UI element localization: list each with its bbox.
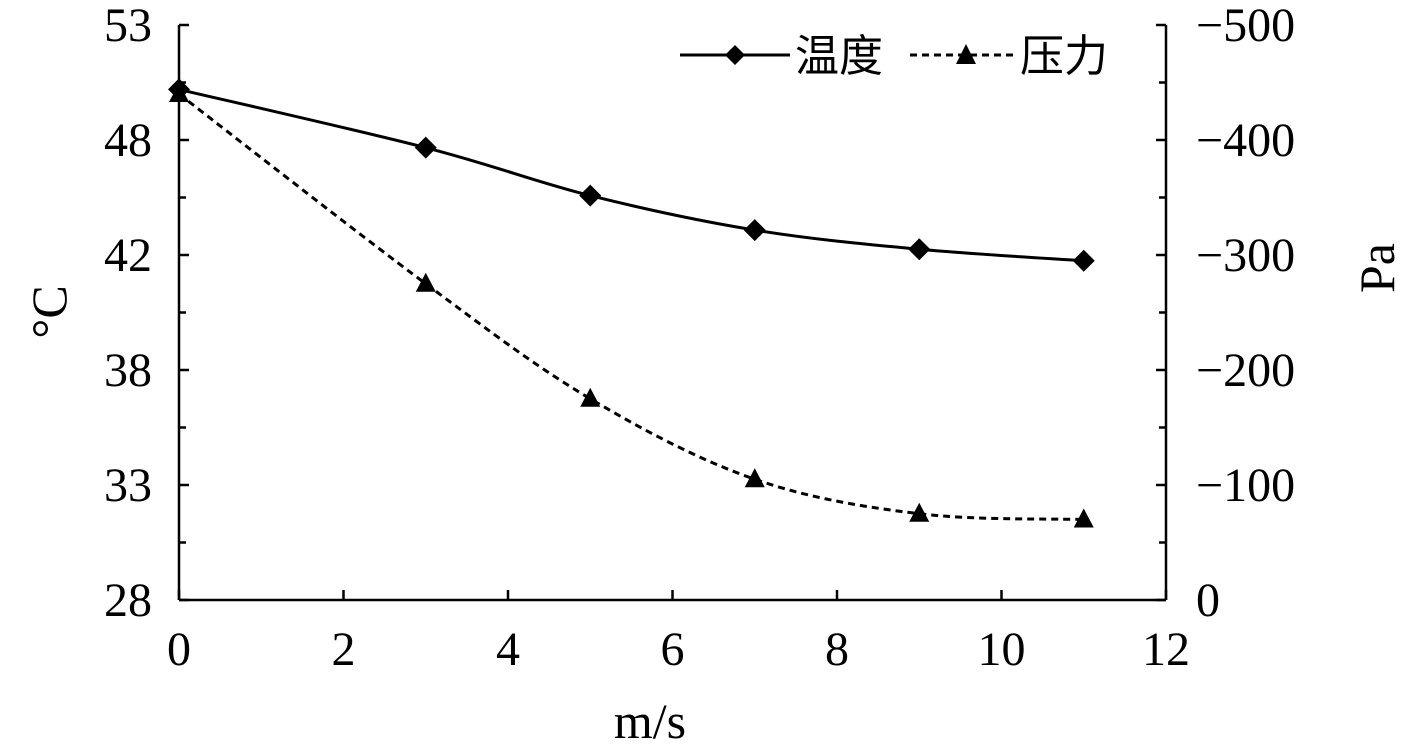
ticks — [177, 23, 1168, 602]
legend-label-pressure: 压力 — [1020, 31, 1108, 82]
data-point-triangle — [415, 272, 436, 292]
x-tick-label: 10 — [978, 623, 1026, 676]
y-tick-label-right: −300 — [1196, 229, 1295, 282]
legend: 温度 压力 — [680, 31, 1108, 82]
series-line — [178, 87, 1084, 263]
series-layer — [168, 78, 1095, 528]
axes — [177, 25, 1168, 602]
x-tick-label: 6 — [661, 623, 685, 676]
legend-marker-temperature — [725, 45, 745, 65]
tick-labels: 0 2 4 6 8 10 12 28 33 38 42 48 53 0 −100 −200 −300 −400 −5… — [104, 0, 1295, 676]
y-tick-label-left: 38 — [104, 344, 152, 397]
y-tick-label-right: −200 — [1196, 344, 1295, 397]
data-point-diamond — [1072, 249, 1095, 272]
y-tick-label-left: 42 — [104, 229, 152, 282]
series-line — [178, 92, 1084, 521]
data-point-triangle — [909, 502, 930, 522]
y-tick-label-right: −500 — [1196, 0, 1295, 52]
x-axis-title: m/s — [614, 693, 686, 749]
data-point-diamond — [908, 238, 931, 261]
x-tick-label: 8 — [825, 623, 849, 676]
data-point-triangle — [169, 83, 189, 102]
y-tick-label-right: 0 — [1196, 574, 1220, 627]
right-axis-title: Pa — [1349, 243, 1405, 293]
data-point-triangle — [1073, 508, 1094, 528]
y-tick-label-left: 53 — [104, 0, 152, 52]
legend-label-temperature: 温度 — [795, 31, 883, 82]
legend-marker-pressure — [956, 44, 976, 64]
data-point-triangle — [744, 468, 765, 488]
data-point-diamond — [414, 136, 437, 159]
y-tick-label-left: 28 — [104, 574, 152, 627]
data-point-diamond — [579, 184, 602, 207]
data-point-diamond — [743, 219, 766, 242]
x-tick-label: 2 — [332, 623, 356, 676]
x-tick-label: 12 — [1142, 623, 1190, 676]
y-tick-label-right: −400 — [1196, 114, 1295, 167]
data-point-triangle — [580, 387, 601, 407]
y-tick-label-right: −100 — [1196, 459, 1295, 512]
x-tick-label: 4 — [496, 623, 520, 676]
series-pressure — [169, 83, 1094, 528]
series-temperature — [168, 78, 1095, 272]
y-tick-label-left: 33 — [104, 459, 152, 512]
x-tick-label: 0 — [167, 623, 191, 676]
y-tick-label-left: 48 — [104, 114, 152, 167]
left-axis-title: °C — [21, 285, 77, 338]
